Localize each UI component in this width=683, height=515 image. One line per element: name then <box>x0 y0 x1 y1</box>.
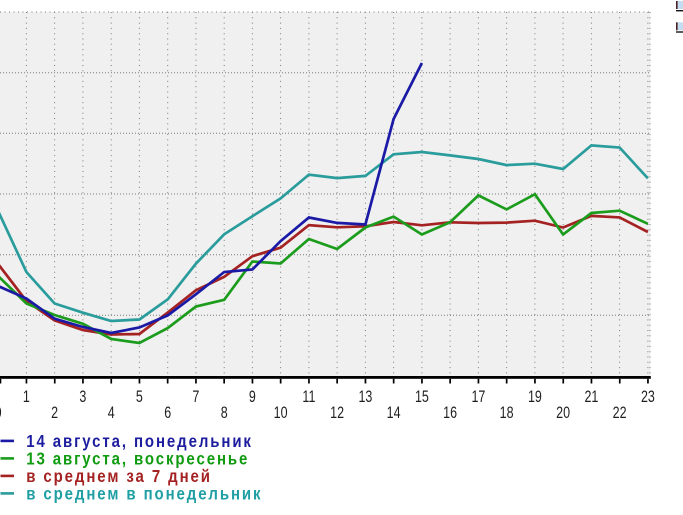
svg-text:6: 6 <box>164 404 171 422</box>
svg-text:0: 0 <box>0 404 2 422</box>
svg-text:15: 15 <box>415 389 429 407</box>
svg-text:7: 7 <box>192 389 199 407</box>
svg-text:14: 14 <box>387 404 401 422</box>
svg-text:17: 17 <box>471 389 485 407</box>
svg-text:10: 10 <box>274 404 288 422</box>
svg-text:16: 16 <box>443 404 457 422</box>
svg-text:13 августа, воскресенье: 13 августа, воскресенье <box>26 450 249 469</box>
svg-text:13: 13 <box>358 389 372 407</box>
svg-text:4: 4 <box>108 404 115 422</box>
svg-text:8: 8 <box>221 404 228 422</box>
svg-text:14 августа, понедельник: 14 августа, понедельник <box>26 432 253 451</box>
svg-text:11: 11 <box>302 389 315 407</box>
svg-text:20: 20 <box>556 404 570 422</box>
svg-text:9: 9 <box>249 389 256 407</box>
svg-text:21: 21 <box>584 389 598 407</box>
svg-text:3: 3 <box>79 389 86 407</box>
svg-text:18: 18 <box>500 404 514 422</box>
svg-text:22: 22 <box>613 404 627 422</box>
svg-text:1: 1 <box>23 389 30 407</box>
svg-text:в среднем за 7 дней: в среднем за 7 дней <box>26 467 212 486</box>
svg-text:19: 19 <box>528 389 542 407</box>
svg-text:5: 5 <box>136 389 143 407</box>
svg-text:23: 23 <box>641 389 655 407</box>
svg-text:в среднем в понедельник: в среднем в понедельник <box>26 485 262 504</box>
svg-text:12: 12 <box>330 404 344 422</box>
svg-text:2: 2 <box>51 404 58 422</box>
